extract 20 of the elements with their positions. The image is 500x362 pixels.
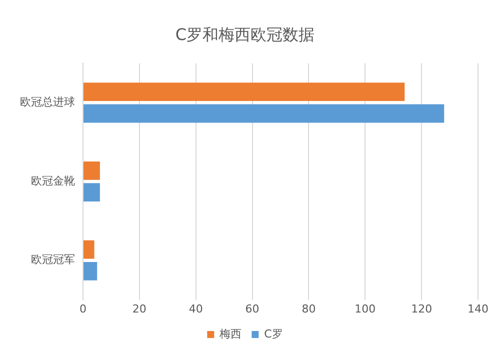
x-tick-label: 40 [188,302,203,316]
bar [84,240,94,259]
chart-title: C罗和梅西欧冠数据 [175,24,315,44]
bar [84,262,98,280]
y-tick-label: 欧冠总进球 [20,95,75,108]
y-tick-label: 欧冠金靴 [31,174,75,188]
bar [84,161,100,180]
x-tick-label: 100 [354,302,376,316]
bar [84,82,405,102]
x-tick-label: 60 [245,302,260,316]
legend-label: 梅西 [218,327,242,340]
x-tick-label: 20 [132,302,146,316]
x-tick-label: 80 [302,302,316,316]
legend-label: C罗 [264,327,283,340]
bar [84,104,444,123]
bar [84,183,100,202]
y-tick-label: 欧冠冠军 [31,253,75,266]
x-tick-label: 120 [411,302,432,316]
x-tick-label: 0 [80,302,86,316]
x-tick-label: 140 [468,302,488,316]
